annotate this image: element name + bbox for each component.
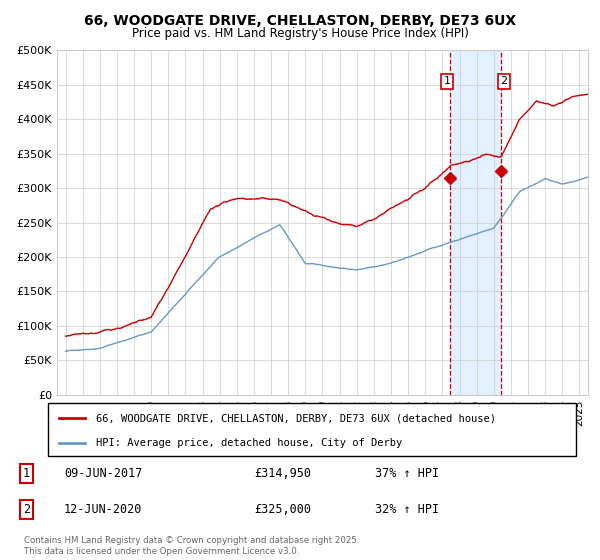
- Text: 2: 2: [23, 503, 30, 516]
- Bar: [450, 50, 502, 395]
- Text: 32% ↑ HPI: 32% ↑ HPI: [375, 503, 439, 516]
- Text: HPI: Average price, detached house, City of Derby: HPI: Average price, detached house, City…: [95, 438, 402, 448]
- Text: 12-JUN-2020: 12-JUN-2020: [64, 503, 142, 516]
- Text: 1: 1: [444, 76, 451, 86]
- Text: 66, WOODGATE DRIVE, CHELLASTON, DERBY, DE73 6UX: 66, WOODGATE DRIVE, CHELLASTON, DERBY, D…: [84, 14, 516, 28]
- Text: 2: 2: [500, 76, 508, 86]
- Text: 1: 1: [23, 467, 30, 480]
- Text: 66, WOODGATE DRIVE, CHELLASTON, DERBY, DE73 6UX (detached house): 66, WOODGATE DRIVE, CHELLASTON, DERBY, D…: [95, 413, 496, 423]
- Text: £325,000: £325,000: [254, 503, 311, 516]
- Text: Price paid vs. HM Land Registry's House Price Index (HPI): Price paid vs. HM Land Registry's House …: [131, 27, 469, 40]
- Text: 09-JUN-2017: 09-JUN-2017: [64, 467, 142, 480]
- Text: £314,950: £314,950: [254, 467, 311, 480]
- Text: 37% ↑ HPI: 37% ↑ HPI: [375, 467, 439, 480]
- Text: Contains HM Land Registry data © Crown copyright and database right 2025.
This d: Contains HM Land Registry data © Crown c…: [24, 536, 359, 556]
